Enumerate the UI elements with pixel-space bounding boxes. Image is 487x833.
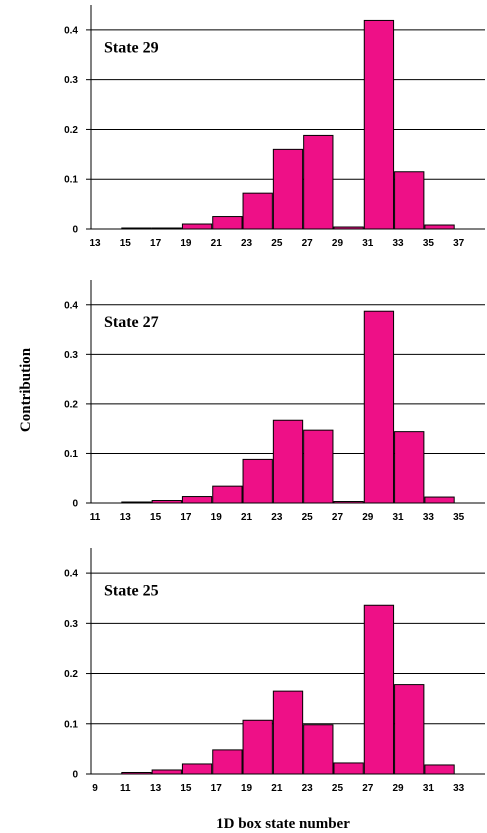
x-tick-label: 25: [332, 783, 344, 794]
bar: [151, 500, 182, 504]
bar: [121, 501, 152, 504]
x-tick-label: 29: [332, 238, 344, 249]
bar: [363, 310, 395, 504]
bar: [424, 224, 455, 230]
y-tick-label: 0.4: [64, 569, 78, 580]
x-axis-title: 1D box state number: [216, 816, 350, 832]
chart-panel: 0 0.1 0.2 0.3 0.4 11 13 15 17 19 21 23 25 27 29 31 33 35 S…: [64, 280, 485, 523]
x-tick-label: 9: [92, 783, 98, 794]
x-tick-label: 19: [211, 512, 223, 523]
x-tick-label: 13: [150, 783, 162, 794]
bar: [181, 223, 213, 230]
panel-title: State 27: [104, 314, 159, 331]
panel-title: State 29: [104, 39, 159, 56]
x-tick-label: 15: [120, 238, 132, 249]
bar: [151, 769, 182, 775]
y-tick-label: 0: [72, 499, 78, 510]
x-tick-label: 15: [150, 512, 162, 523]
y-tick-label: 0.1: [64, 175, 78, 186]
y-tick-label: 0: [72, 225, 78, 236]
x-tick-label: 21: [211, 238, 223, 249]
x-tick-label: 33: [423, 512, 435, 523]
bar: [303, 134, 334, 230]
y-tick-label: 0.2: [64, 125, 78, 136]
x-tick-label: 33: [393, 238, 405, 249]
x-tick-label: 25: [302, 512, 314, 523]
chart-panel: 0 0.1 0.2 0.3 0.4 13 15 17 19 21 23 25 27 29 31 33 35 37 S…: [64, 5, 485, 249]
y-tick-label: 0.4: [64, 25, 78, 36]
bar: [394, 431, 425, 504]
y-tick-label: 0.3: [64, 619, 78, 630]
bar: [303, 724, 334, 775]
x-tick-label: 37: [453, 238, 465, 249]
x-tick-label: 19: [180, 238, 192, 249]
bar: [424, 496, 455, 504]
x-tick-label: 31: [423, 783, 435, 794]
bar: [363, 604, 395, 775]
bar: [242, 719, 273, 775]
bar: [242, 458, 273, 504]
x-tick-label: 11: [120, 783, 131, 794]
x-tick-label: 27: [302, 238, 314, 249]
x-tick-label: 31: [393, 512, 405, 523]
x-tick-label: 17: [180, 512, 192, 523]
x-tick-label: 35: [453, 512, 465, 523]
y-tick-label: 0.3: [64, 350, 78, 361]
x-tick-label: 13: [120, 512, 132, 523]
chart-panel: 0 0.1 0.2 0.3 0.4 9 11 13 15 17 19 21 23 25 27 29 31 33 St…: [64, 548, 485, 794]
bar: [181, 496, 213, 504]
y-tick-label: 0.2: [64, 399, 78, 410]
bar: [212, 485, 243, 504]
x-tick-label: 29: [393, 783, 405, 794]
x-tick-label: 13: [89, 238, 101, 249]
x-tick-label: 27: [362, 783, 374, 794]
bar: [272, 419, 304, 504]
y-tick-label: 0.4: [64, 300, 78, 311]
bar: [394, 684, 425, 775]
x-tick-label: 19: [241, 783, 253, 794]
bar: [303, 429, 334, 504]
bar: [242, 192, 273, 230]
bar: [181, 763, 213, 775]
bar: [394, 171, 425, 230]
x-tick-label: 31: [362, 238, 374, 249]
bar: [212, 216, 243, 230]
bar: [121, 771, 152, 775]
y-axis-title: Contribution: [18, 347, 34, 432]
x-tick-label: 27: [332, 512, 344, 523]
x-tick-label: 23: [241, 238, 253, 249]
y-tick-label: 0.2: [64, 669, 78, 680]
bar: [121, 227, 152, 230]
y-tick-label: 0.1: [64, 719, 78, 730]
x-tick-label: 11: [90, 512, 101, 523]
y-tick-label: 0: [72, 770, 78, 781]
x-tick-label: 33: [453, 783, 465, 794]
x-tick-label: 35: [423, 238, 435, 249]
x-tick-label: 25: [271, 238, 283, 249]
bar: [212, 749, 243, 775]
bar: [151, 227, 182, 230]
y-tick-label: 0.3: [64, 75, 78, 86]
y-tick-label: 0.1: [64, 449, 78, 460]
x-tick-label: 23: [271, 512, 283, 523]
x-tick-label: 21: [241, 512, 253, 523]
x-tick-label: 17: [211, 783, 223, 794]
bar: [272, 148, 304, 230]
x-tick-label: 15: [180, 783, 192, 794]
bar: [333, 762, 364, 775]
bar: [424, 764, 455, 775]
x-tick-label: 29: [362, 512, 374, 523]
panel-title: State 25: [104, 583, 159, 600]
bar: [333, 226, 364, 230]
bar: [272, 690, 304, 775]
bar: [363, 19, 395, 230]
x-tick-label: 23: [302, 783, 314, 794]
bar: [333, 501, 364, 504]
x-tick-label: 17: [150, 238, 162, 249]
x-tick-label: 21: [271, 783, 283, 794]
